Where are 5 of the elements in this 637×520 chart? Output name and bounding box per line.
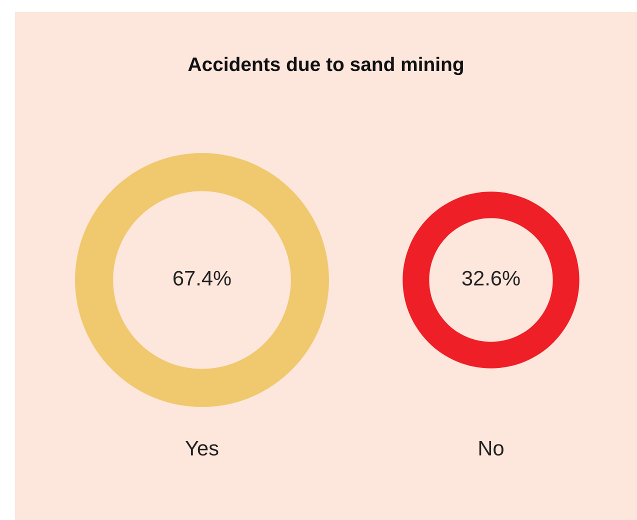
text: Accidents due to sand mining bbox=[188, 56, 463, 76]
category-label: No bbox=[479, 441, 504, 456]
data-label: 67.4% bbox=[174, 270, 231, 286]
category-label: Yes bbox=[185, 441, 218, 456]
data-label: 32.6% bbox=[462, 270, 520, 286]
